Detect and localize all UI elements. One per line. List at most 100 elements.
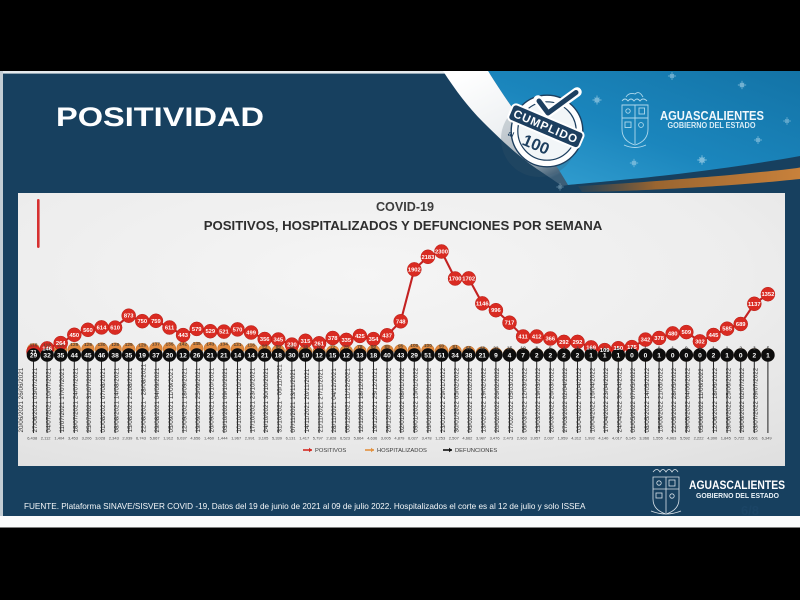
svg-text:04/07/2021 10/07/2021: 04/07/2021 10/07/2021 — [45, 367, 52, 432]
svg-text:11/07/2021 17/07/2021: 11/07/2021 17/07/2021 — [59, 368, 66, 433]
svg-text:80: 80 — [371, 344, 377, 350]
svg-text:2,112: 2,112 — [41, 436, 51, 441]
svg-text:342: 342 — [641, 338, 651, 344]
svg-text:145: 145 — [193, 341, 201, 347]
svg-text:35: 35 — [57, 352, 65, 359]
svg-text:03/04/2022 09/04/2022: 03/04/2022 09/04/2022 — [576, 367, 583, 432]
svg-text:748: 748 — [396, 319, 406, 325]
svg-text:43: 43 — [397, 352, 405, 359]
svg-text:6,145: 6,145 — [626, 436, 637, 441]
svg-text:30/01/2022 05/02/2022: 30/01/2022 05/02/2022 — [453, 367, 460, 432]
svg-text:143: 143 — [206, 341, 214, 347]
svg-text:1,460: 1,460 — [204, 436, 215, 441]
svg-text:6,349: 6,349 — [762, 436, 773, 441]
svg-text:2,039: 2,039 — [122, 436, 133, 441]
svg-text:425: 425 — [355, 334, 365, 340]
svg-text:85: 85 — [276, 344, 282, 350]
svg-text:POSITIVOS, HOSPITALIZADOS Y DE: POSITIVOS, HOSPITALIZADOS Y DEFUNCIONES … — [204, 218, 603, 233]
svg-text:08/05/2022 14/05/2022: 08/05/2022 14/05/2022 — [644, 367, 651, 432]
svg-text:29: 29 — [411, 352, 419, 359]
svg-text:1,404: 1,404 — [54, 436, 65, 441]
svg-text:51: 51 — [424, 352, 432, 359]
svg-text:21: 21 — [479, 352, 487, 359]
svg-text:5: 5 — [767, 346, 770, 352]
svg-text:19: 19 — [139, 352, 147, 359]
svg-text:43: 43 — [480, 346, 486, 352]
svg-text:585: 585 — [722, 327, 732, 333]
svg-text:2300: 2300 — [435, 250, 448, 256]
svg-text:1146: 1146 — [476, 301, 489, 307]
svg-text:1: 1 — [657, 352, 661, 359]
svg-text:3,453: 3,453 — [68, 436, 79, 441]
svg-text:3,028: 3,028 — [95, 436, 106, 441]
svg-text:18/07/2021 24/07/2021: 18/07/2021 24/07/2021 — [73, 367, 80, 432]
svg-text:2: 2 — [548, 352, 552, 359]
svg-text:0: 0 — [631, 346, 634, 352]
svg-text:0: 0 — [684, 352, 688, 359]
svg-text:2: 2 — [562, 352, 566, 359]
svg-text:9: 9 — [494, 352, 498, 359]
svg-text:412: 412 — [532, 335, 542, 341]
svg-text:35: 35 — [125, 352, 133, 359]
svg-text:95: 95 — [398, 343, 404, 349]
svg-text:1,959: 1,959 — [558, 436, 569, 441]
svg-text:1: 1 — [699, 346, 702, 352]
svg-text:120: 120 — [57, 342, 65, 348]
svg-text:03/10/2021 09/10/2021: 03/10/2021 09/10/2021 — [222, 367, 229, 432]
svg-text:3,987: 3,987 — [476, 436, 487, 441]
svg-text:20/02/2022 26/02/2022: 20/02/2022 26/02/2022 — [494, 367, 501, 432]
svg-text:437: 437 — [382, 333, 392, 339]
svg-text:120: 120 — [138, 342, 146, 348]
svg-text:29/08/2021 04/09/2021: 29/08/2021 04/09/2021 — [154, 367, 161, 432]
svg-text:38: 38 — [465, 352, 473, 359]
svg-text:146: 146 — [42, 346, 52, 352]
svg-text:4,300: 4,300 — [707, 436, 718, 441]
svg-text:13/03/2022 19/03/2022: 13/03/2022 19/03/2022 — [535, 367, 542, 432]
svg-text:5,797: 5,797 — [313, 436, 324, 441]
svg-text:4: 4 — [508, 352, 512, 359]
svg-text:125: 125 — [70, 342, 78, 348]
svg-text:15/08/2021 21/08/2021: 15/08/2021 21/08/2021 — [127, 367, 134, 432]
svg-text:0: 0 — [698, 352, 702, 359]
svg-text:6,523: 6,523 — [340, 436, 351, 441]
svg-text:1,912: 1,912 — [163, 436, 174, 441]
svg-text:05/06/2022 11/06/2022: 05/06/2022 11/06/2022 — [698, 368, 705, 433]
svg-text:1: 1 — [712, 346, 715, 352]
svg-text:22: 22 — [493, 346, 499, 352]
svg-text:3,957: 3,957 — [530, 436, 541, 441]
svg-text:3,476: 3,476 — [490, 436, 501, 441]
svg-text:01/08/2021 07/08/2021: 01/08/2021 07/08/2021 — [100, 367, 107, 432]
svg-text:2,963: 2,963 — [517, 436, 528, 441]
svg-text:05/09/2021 11/09/2021: 05/09/2021 11/09/2021 — [168, 368, 175, 433]
svg-text:5: 5 — [549, 346, 552, 352]
svg-text:1,967: 1,967 — [231, 436, 242, 441]
svg-text:6,131: 6,131 — [286, 436, 297, 441]
svg-text:131: 131 — [233, 342, 241, 348]
svg-text:689: 689 — [736, 322, 746, 328]
svg-text:27/06/2021 03/07/2021: 27/06/2021 03/07/2021 — [32, 367, 39, 432]
svg-text:HOSPITALIZADOS: HOSPITALIZADOS — [377, 448, 427, 454]
svg-text:292: 292 — [573, 340, 583, 346]
svg-text:560: 560 — [83, 328, 93, 334]
svg-text:4,662: 4,662 — [462, 436, 473, 441]
svg-text:2: 2 — [712, 352, 716, 359]
svg-text:125: 125 — [125, 342, 133, 348]
svg-text:17/04/2022 23/04/2022: 17/04/2022 23/04/2022 — [603, 367, 610, 432]
svg-text:18: 18 — [275, 352, 283, 359]
svg-text:150: 150 — [613, 346, 623, 352]
svg-text:570: 570 — [233, 327, 243, 333]
svg-text:al: al — [507, 131, 515, 140]
svg-text:137: 137 — [152, 342, 160, 348]
svg-text:4,140: 4,140 — [598, 436, 609, 441]
svg-text:292: 292 — [559, 340, 569, 346]
svg-text:93: 93 — [262, 344, 268, 350]
svg-text:118: 118 — [43, 342, 51, 348]
svg-text:23/01/2022 29/01/2022: 23/01/2022 29/01/2022 — [440, 367, 447, 432]
svg-text:71: 71 — [30, 350, 37, 356]
svg-text:15: 15 — [329, 352, 337, 359]
svg-text:45: 45 — [84, 352, 92, 359]
svg-text:19/09/2021 25/09/2021: 19/09/2021 25/09/2021 — [195, 367, 202, 432]
svg-text:12: 12 — [343, 352, 351, 359]
svg-text:21: 21 — [207, 352, 215, 359]
svg-text:20: 20 — [166, 352, 174, 359]
